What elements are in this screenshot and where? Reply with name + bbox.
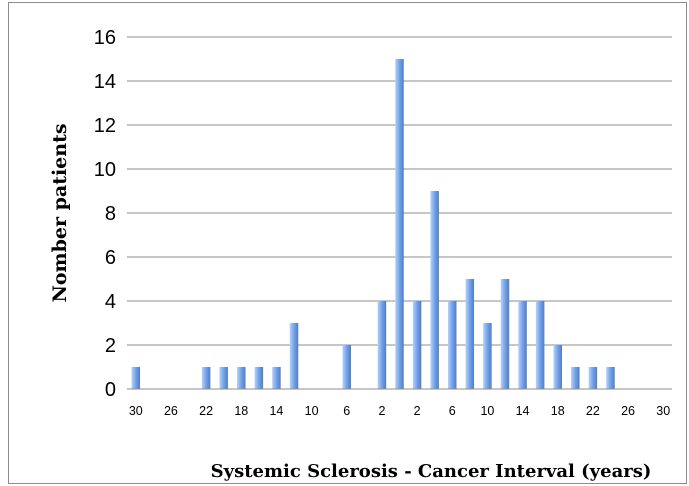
bar--18 (237, 367, 246, 389)
x-tick-label: 10 (305, 404, 319, 418)
bar-16 (535, 301, 545, 389)
x-tick-label: 2 (378, 404, 385, 418)
bar--12 (289, 323, 299, 389)
y-tick-label: 16 (94, 27, 116, 49)
y-tick-label: 12 (94, 115, 116, 137)
bar-4 (430, 191, 439, 389)
bar--16 (254, 367, 264, 389)
bar-10 (483, 323, 492, 389)
bar--14 (272, 367, 281, 389)
x-tick-label: 22 (586, 404, 600, 418)
y-axis-ticks: 0 2 4 6 8 10 12 14 16 (94, 27, 116, 401)
y-axis-label: Nomber patients (49, 123, 71, 302)
bar-0 (395, 59, 404, 389)
x-tick-label: 18 (234, 404, 248, 418)
x-tick-label: 22 (199, 404, 213, 418)
bar-6 (447, 301, 457, 389)
x-axis-ticks: 30 26 22 18 14 10 6 2 2 6 10 14 18 22 26 30 (129, 404, 670, 418)
x-tick-label: 26 (621, 404, 635, 418)
x-tick-label: 6 (449, 404, 456, 418)
bar-12 (500, 279, 510, 389)
y-tick-label: 14 (94, 71, 116, 93)
bars (131, 59, 615, 389)
bar-20 (571, 367, 580, 389)
y-tick-label: 8 (105, 203, 116, 225)
y-tick-label: 0 (105, 379, 116, 401)
bar-24 (606, 367, 615, 389)
x-tick-label: 26 (164, 404, 178, 418)
bar-18 (553, 345, 562, 389)
x-tick-label: 14 (269, 404, 283, 418)
x-tick-label: 14 (516, 404, 530, 418)
bar--20 (219, 367, 228, 389)
bar-2 (412, 301, 422, 389)
y-tick-label: 10 (94, 159, 116, 181)
bar--2 (377, 301, 387, 389)
chart-frame: 0 2 4 6 8 10 12 14 16 30 26 22 18 14 10 6 2 2 6 10 14 18 22 26… (8, 2, 687, 484)
bar-14 (518, 301, 527, 389)
x-tick-label: 30 (656, 404, 670, 418)
x-tick-label: 10 (480, 404, 494, 418)
bar--6 (342, 345, 352, 389)
x-tick-label: 6 (343, 404, 350, 418)
y-tick-label: 6 (105, 247, 116, 269)
x-tick-label: 18 (551, 404, 565, 418)
y-tick-label: 2 (105, 335, 116, 357)
bar--22 (201, 367, 211, 389)
x-tick-label: 2 (414, 404, 421, 418)
bar-22 (588, 367, 598, 389)
bar-8 (465, 279, 475, 389)
x-axis-label: Systemic Sclerosis - Cancer Interval (ye… (211, 461, 652, 482)
y-tick-label: 4 (105, 291, 116, 313)
x-tick-label: 30 (129, 404, 143, 418)
bar--30 (131, 367, 141, 389)
